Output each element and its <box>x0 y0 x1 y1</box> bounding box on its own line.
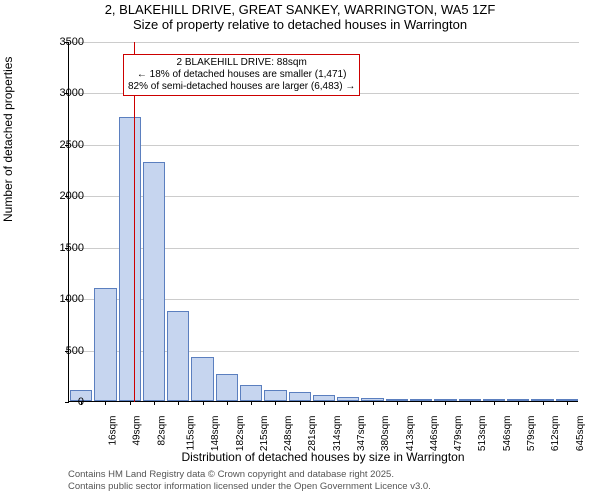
xtick-label: 248sqm <box>283 416 294 452</box>
xtick-mark <box>227 401 228 405</box>
ytick-label: 1000 <box>44 293 84 305</box>
xtick-mark <box>567 401 568 405</box>
marker-line <box>134 42 135 402</box>
histogram-bar <box>191 357 213 401</box>
xtick-label: 49sqm <box>132 416 143 446</box>
xtick-label: 546sqm <box>502 416 513 452</box>
xtick-label: 281sqm <box>308 416 319 452</box>
xtick-label: 314sqm <box>332 416 343 452</box>
xtick-mark <box>445 401 446 405</box>
title-block: 2, BLAKEHILL DRIVE, GREAT SANKEY, WARRIN… <box>0 2 600 32</box>
xtick-mark <box>203 401 204 405</box>
chart-container: 2, BLAKEHILL DRIVE, GREAT SANKEY, WARRIN… <box>0 0 600 500</box>
xtick-mark <box>300 401 301 405</box>
xtick-mark <box>373 401 374 405</box>
xtick-mark <box>494 401 495 405</box>
xtick-label: 16sqm <box>108 416 119 446</box>
plot-area: 2 BLAKEHILL DRIVE: 88sqm ← 18% of detach… <box>68 42 578 402</box>
xtick-mark <box>105 401 106 405</box>
histogram-bar <box>216 374 238 401</box>
xtick-label: 82sqm <box>156 416 167 446</box>
annotation-line2: ← 18% of detached houses are smaller (1,… <box>128 69 355 81</box>
histogram-bar <box>289 392 311 401</box>
xtick-label: 579sqm <box>526 416 537 452</box>
xtick-label: 479sqm <box>453 416 464 452</box>
xtick-mark <box>251 401 252 405</box>
xtick-mark <box>178 401 179 405</box>
xtick-label: 215sqm <box>259 416 270 452</box>
xtick-label: 380sqm <box>380 416 391 452</box>
xtick-mark <box>470 401 471 405</box>
ytick-label: 3000 <box>44 87 84 99</box>
xtick-label: 148sqm <box>210 416 221 452</box>
gridline-h <box>69 42 579 43</box>
gridline-h <box>69 145 579 146</box>
xtick-label: 347sqm <box>356 416 367 452</box>
xtick-mark <box>421 401 422 405</box>
xtick-mark <box>154 401 155 405</box>
xtick-mark <box>518 401 519 405</box>
ytick-label: 2000 <box>44 190 84 202</box>
histogram-bar <box>143 162 165 401</box>
xtick-label: 612sqm <box>550 416 561 452</box>
x-axis-label: Distribution of detached houses by size … <box>68 450 578 464</box>
xtick-mark <box>348 401 349 405</box>
ytick-label: 2500 <box>44 139 84 151</box>
xtick-mark <box>324 401 325 405</box>
xtick-mark <box>397 401 398 405</box>
xtick-mark <box>275 401 276 405</box>
annotation-line1: 2 BLAKEHILL DRIVE: 88sqm <box>128 57 355 69</box>
xtick-label: 446sqm <box>429 416 440 452</box>
annotation-box: 2 BLAKEHILL DRIVE: 88sqm ← 18% of detach… <box>123 54 360 96</box>
xtick-label: 513sqm <box>478 416 489 452</box>
xtick-label: 115sqm <box>185 416 196 451</box>
xtick-mark <box>130 401 131 405</box>
histogram-bar <box>240 385 262 401</box>
attribution-line2: Contains public sector information licen… <box>68 481 431 493</box>
chart-title-line2: Size of property relative to detached ho… <box>0 17 600 32</box>
ytick-label: 1500 <box>44 242 84 254</box>
annotation-line3: 82% of semi-detached houses are larger (… <box>128 81 355 93</box>
histogram-bar <box>264 390 286 401</box>
y-axis-label: Number of detached properties <box>1 57 15 222</box>
xtick-label: 645sqm <box>575 416 586 452</box>
xtick-label: 413sqm <box>405 416 416 452</box>
chart-title-line1: 2, BLAKEHILL DRIVE, GREAT SANKEY, WARRIN… <box>0 2 600 17</box>
histogram-bar <box>94 288 116 401</box>
histogram-bar <box>167 311 189 402</box>
attribution-block: Contains HM Land Registry data © Crown c… <box>68 469 431 493</box>
attribution-line1: Contains HM Land Registry data © Crown c… <box>68 469 431 481</box>
ytick-label: 3500 <box>44 36 84 48</box>
ytick-label: 500 <box>44 345 84 357</box>
histogram-bar <box>119 117 141 401</box>
xtick-label: 182sqm <box>235 416 246 452</box>
xtick-mark <box>543 401 544 405</box>
ytick-label: 0 <box>44 396 84 408</box>
